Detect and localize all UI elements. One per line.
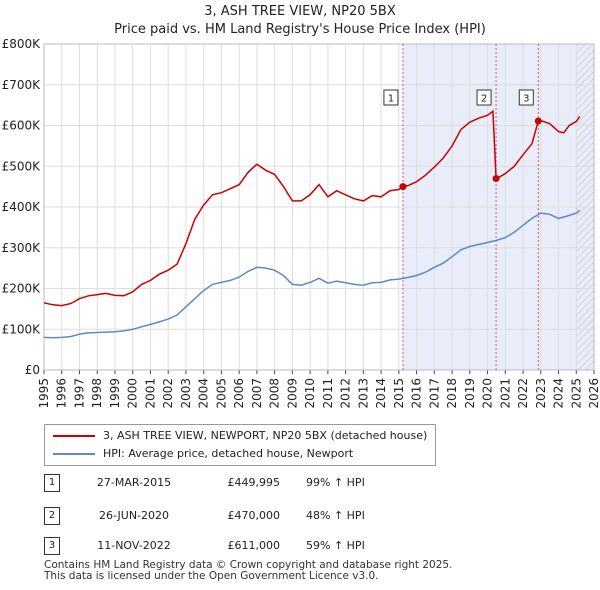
sale-point <box>534 117 542 125</box>
x-tick-label: 1995 <box>37 378 51 409</box>
legend-item-property: 3, ASH TREE VIEW, NEWPORT, NP20 5BX (det… <box>45 427 435 445</box>
y-tick-label: £600K <box>2 119 42 133</box>
sale-point <box>492 174 500 182</box>
legend-swatch-hpi <box>53 453 95 455</box>
x-tick-label: 2017 <box>427 378 441 409</box>
sale-hpi-change: 59% ↑ HPI <box>306 539 365 552</box>
x-tick-label: 2019 <box>463 378 477 409</box>
y-tick-label: £500K <box>2 159 42 173</box>
x-tick-label: 1998 <box>90 378 104 409</box>
hpi-line <box>43 209 581 339</box>
sale-point <box>399 183 407 191</box>
sale-date: 11-NOV-2022 <box>97 539 171 552</box>
sale-box-label: 3 <box>523 94 529 105</box>
x-tick-label: 2022 <box>516 378 530 409</box>
x-tick-label: 2004 <box>197 378 211 409</box>
footer-licence: This data is licensed under the Open Gov… <box>44 570 379 582</box>
x-tick-label: 2023 <box>534 378 548 409</box>
x-tick-label: 2008 <box>268 378 282 409</box>
sale-hpi-change: 48% ↑ HPI <box>306 509 365 522</box>
sale-row: 1 27-MAR-2015 £449,995 99% ↑ HPI <box>44 472 564 494</box>
x-tick-label: 2001 <box>143 378 157 409</box>
x-tick-label: 2002 <box>161 378 175 409</box>
y-tick-label: £100K <box>2 322 42 336</box>
chart-subtitle: Price paid vs. HM Land Registry's House … <box>114 22 486 37</box>
legend: 3, ASH TREE VIEW, NEWPORT, NP20 5BX (det… <box>44 424 436 466</box>
sale-marker-label: 1 <box>44 474 60 492</box>
sale-price: £449,995 <box>227 476 281 489</box>
y-tick-label: £400K <box>2 200 42 214</box>
x-tick-label: 2018 <box>445 378 459 409</box>
sale-box <box>476 89 492 106</box>
sale-row: 2 26-JUN-2020 £470,000 48% ↑ HPI <box>44 505 564 527</box>
sale-marker-label: 3 <box>44 537 60 555</box>
x-tick-label: 1996 <box>55 378 69 409</box>
x-tick-label: 2007 <box>250 378 264 409</box>
x-tick-label: 1997 <box>72 378 86 409</box>
legend-swatch-property <box>53 435 95 437</box>
sale-price: £611,000 <box>227 539 281 552</box>
footer: Contains HM Land Registry data © Crown c… <box>44 560 452 582</box>
legend-item-hpi: HPI: Average price, detached house, Newp… <box>45 445 435 463</box>
y-tick-label: £800K <box>2 37 42 51</box>
x-tick-label: 2005 <box>214 378 228 409</box>
x-tick-label: 2020 <box>481 378 495 409</box>
price-chart: £0 £100K £200K £300K £400K £500K £600K £700K £80… <box>2 37 600 409</box>
x-tick-label: 1999 <box>108 378 122 409</box>
y-tick-label: £700K <box>2 78 42 92</box>
x-tick-label: 2013 <box>356 378 370 409</box>
x-tick-label: 2021 <box>498 378 512 409</box>
x-tick-label: 2016 <box>410 378 424 409</box>
x-tick-label: 2010 <box>303 378 317 409</box>
x-tick-label: 2009 <box>285 378 299 409</box>
footer-copyright: Contains HM Land Registry data © Crown c… <box>44 559 453 571</box>
sale-box <box>383 89 399 106</box>
x-tick-label: 2003 <box>179 378 193 409</box>
sale-marker-label: 2 <box>44 507 60 525</box>
sale-hpi-change: 99% ↑ HPI <box>306 476 365 489</box>
x-tick-label: 2012 <box>339 378 353 409</box>
sale-date: 27-MAR-2015 <box>96 476 172 489</box>
x-tick-label: 2000 <box>126 378 140 409</box>
x-tick-label: 2006 <box>232 378 246 409</box>
y-tick-label: £0 <box>25 363 40 377</box>
legend-label-hpi: HPI: Average price, detached house, Newp… <box>103 447 354 460</box>
sale-box-label: 1 <box>388 94 394 105</box>
legend-label-property: 3, ASH TREE VIEW, NEWPORT, NP20 5BX (det… <box>103 429 428 442</box>
y-tick-label: £200K <box>2 282 42 296</box>
y-tick-label: £300K <box>2 241 42 255</box>
sale-price: £470,000 <box>227 509 281 522</box>
sale-date: 26-JUN-2020 <box>98 509 170 522</box>
x-tick-label: 2024 <box>552 378 566 409</box>
x-tick-label: 2011 <box>321 378 335 409</box>
sale-row: 3 11-NOV-2022 £611,000 59% ↑ HPI <box>44 535 564 557</box>
property-price-line <box>43 109 581 307</box>
x-tick-label: 2014 <box>374 378 388 409</box>
x-tick-label: 2026 <box>587 378 600 409</box>
chart-title: 3, ASH TREE VIEW, NP20 5BX <box>204 4 396 19</box>
plot-frame <box>43 43 595 371</box>
sale-box-label: 2 <box>481 94 487 105</box>
x-tick-label: 2025 <box>569 378 583 409</box>
sale-box <box>518 89 534 106</box>
x-tick-label: 2015 <box>392 378 406 409</box>
